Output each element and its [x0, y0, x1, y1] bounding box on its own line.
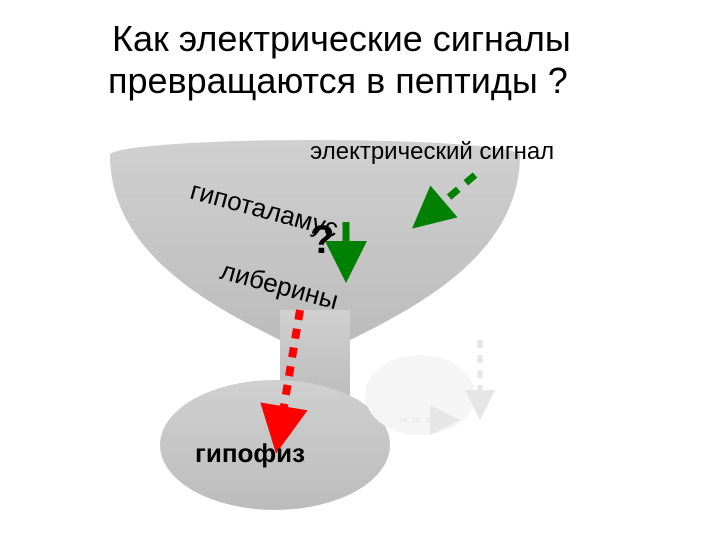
title-line-2: превращаются в пептиды ?: [108, 60, 568, 101]
electrical-signal-arrow: [428, 175, 475, 215]
electrical-signal-label: электрический сигнал: [310, 138, 554, 166]
pituitary-label: гипофиз: [195, 438, 305, 469]
question-mark: ?: [310, 220, 334, 260]
title-line-1: Как электрические сигналы: [112, 18, 571, 59]
liberins-arrow: [280, 310, 300, 430]
diagram-canvas: Как электрические сигналы превращаются в…: [0, 0, 720, 540]
